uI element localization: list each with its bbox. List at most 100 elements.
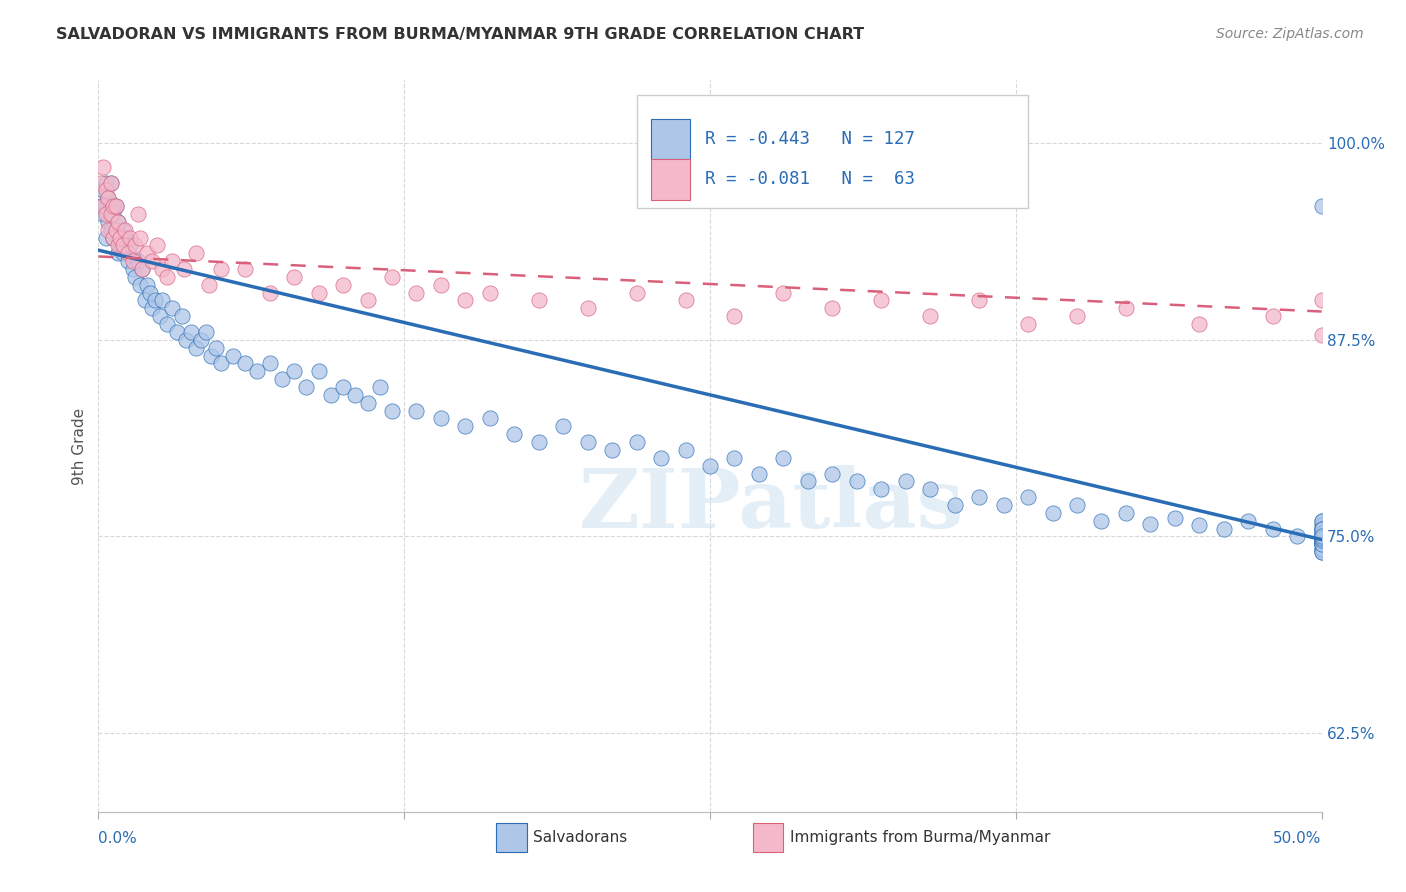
Point [1139,516,1161,531]
Point [1066,310,1088,324]
Point [821,301,844,316]
Point [430,277,453,292]
Point [107,215,129,229]
Point [845,475,868,489]
Text: R = -0.081   N =  63: R = -0.081 N = 63 [706,170,915,188]
Point [90,176,112,190]
Point [797,475,820,489]
Point [97,215,120,229]
Point [1310,199,1333,213]
Point [101,230,124,244]
Point [107,246,129,260]
Point [1310,533,1333,547]
Point [1115,301,1137,316]
Point [1310,537,1333,551]
Point [186,341,208,355]
Point [503,427,526,442]
Point [129,230,152,244]
Point [283,269,305,284]
Point [246,364,269,378]
Point [344,388,367,402]
Point [283,364,305,378]
Point [405,403,427,417]
Point [136,277,159,292]
Point [259,356,281,370]
Point [454,419,477,434]
Point [131,262,153,277]
Point [200,349,222,363]
Point [1310,533,1333,547]
Point [870,293,893,308]
Point [186,246,208,260]
Point [107,215,129,229]
Point [100,176,122,190]
Point [1017,490,1039,504]
Point [150,293,173,308]
Bar [496,822,526,852]
Point [1164,510,1187,524]
Point [114,230,136,244]
Point [117,254,139,268]
Point [124,238,146,252]
Point [176,333,198,347]
Point [120,230,142,244]
Point [1237,514,1260,528]
Point [576,435,599,450]
Point [107,238,129,252]
Point [94,207,117,221]
Point [1310,537,1333,551]
Point [100,207,122,221]
Point [127,207,149,221]
Point [100,223,122,237]
Point [527,435,550,450]
Point [100,176,122,190]
Point [233,356,256,370]
Point [136,246,159,260]
FancyBboxPatch shape [637,95,1028,209]
Point [180,325,202,339]
Point [368,380,391,394]
Text: Salvadorans: Salvadorans [533,830,627,845]
Point [129,277,152,292]
Point [1188,518,1211,533]
Point [104,223,127,237]
Point [1310,531,1333,545]
Point [1310,514,1333,528]
Point [356,396,378,410]
Point [1212,522,1234,536]
Point [90,199,112,213]
Point [156,269,179,284]
Point [1310,526,1333,541]
Point [170,310,193,324]
Point [870,482,893,496]
Point [111,238,134,252]
Point [131,262,153,277]
Point [91,183,114,197]
Point [97,223,120,237]
Point [1310,545,1333,559]
Text: ZIPatlas: ZIPatlas [578,465,965,544]
Point [772,285,794,300]
Point [626,435,648,450]
Point [1310,542,1333,557]
Point [1188,317,1211,331]
Point [1310,514,1333,528]
Point [110,238,132,252]
Point [723,310,745,324]
Point [121,254,143,268]
Point [1310,328,1333,343]
Point [967,490,990,504]
Point [478,285,501,300]
Point [1310,522,1333,536]
Point [91,207,114,221]
Point [1310,518,1333,533]
Point [1310,529,1333,543]
Point [626,285,648,300]
Point [381,269,404,284]
Point [134,293,156,308]
Text: Source: ZipAtlas.com: Source: ZipAtlas.com [1216,27,1364,41]
Point [454,293,477,308]
Point [141,254,163,268]
Point [943,498,966,512]
Point [723,450,745,465]
